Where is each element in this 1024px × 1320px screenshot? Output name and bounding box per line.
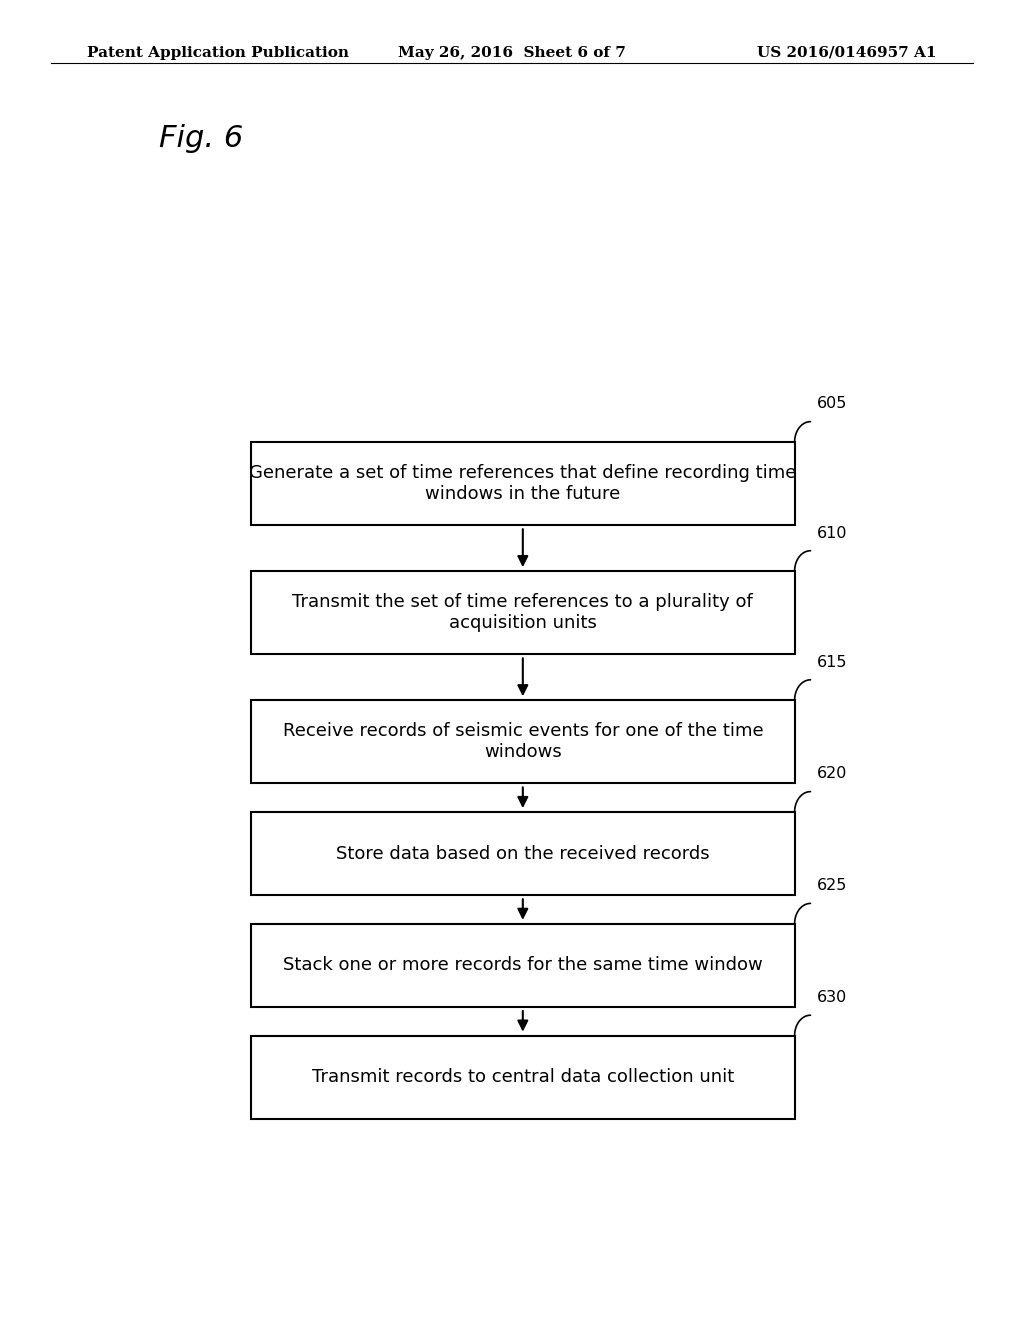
- Text: 630: 630: [817, 990, 847, 1005]
- Bar: [251, 812, 795, 895]
- Bar: [251, 700, 795, 784]
- Text: 605: 605: [817, 396, 847, 412]
- Text: US 2016/0146957 A1: US 2016/0146957 A1: [758, 46, 937, 59]
- Bar: [251, 442, 795, 525]
- Bar: [251, 924, 795, 1007]
- Text: Store data based on the received records: Store data based on the received records: [336, 845, 710, 862]
- Text: Stack one or more records for the same time window: Stack one or more records for the same t…: [283, 957, 763, 974]
- Bar: [251, 572, 795, 655]
- Text: Patent Application Publication: Patent Application Publication: [87, 46, 349, 59]
- Text: Transmit the set of time references to a plurality of
acquisition units: Transmit the set of time references to a…: [293, 593, 754, 632]
- Text: May 26, 2016  Sheet 6 of 7: May 26, 2016 Sheet 6 of 7: [398, 46, 626, 59]
- Text: 610: 610: [817, 525, 847, 541]
- Text: 625: 625: [817, 878, 847, 894]
- Text: Fig. 6: Fig. 6: [159, 124, 243, 153]
- Text: 620: 620: [817, 767, 847, 781]
- Bar: [251, 1036, 795, 1119]
- Text: Transmit records to central data collection unit: Transmit records to central data collect…: [311, 1068, 734, 1086]
- Text: Generate a set of time references that define recording time
windows in the futu: Generate a set of time references that d…: [249, 465, 797, 503]
- Text: 615: 615: [817, 655, 847, 669]
- Text: Receive records of seismic events for one of the time
windows: Receive records of seismic events for on…: [283, 722, 763, 762]
